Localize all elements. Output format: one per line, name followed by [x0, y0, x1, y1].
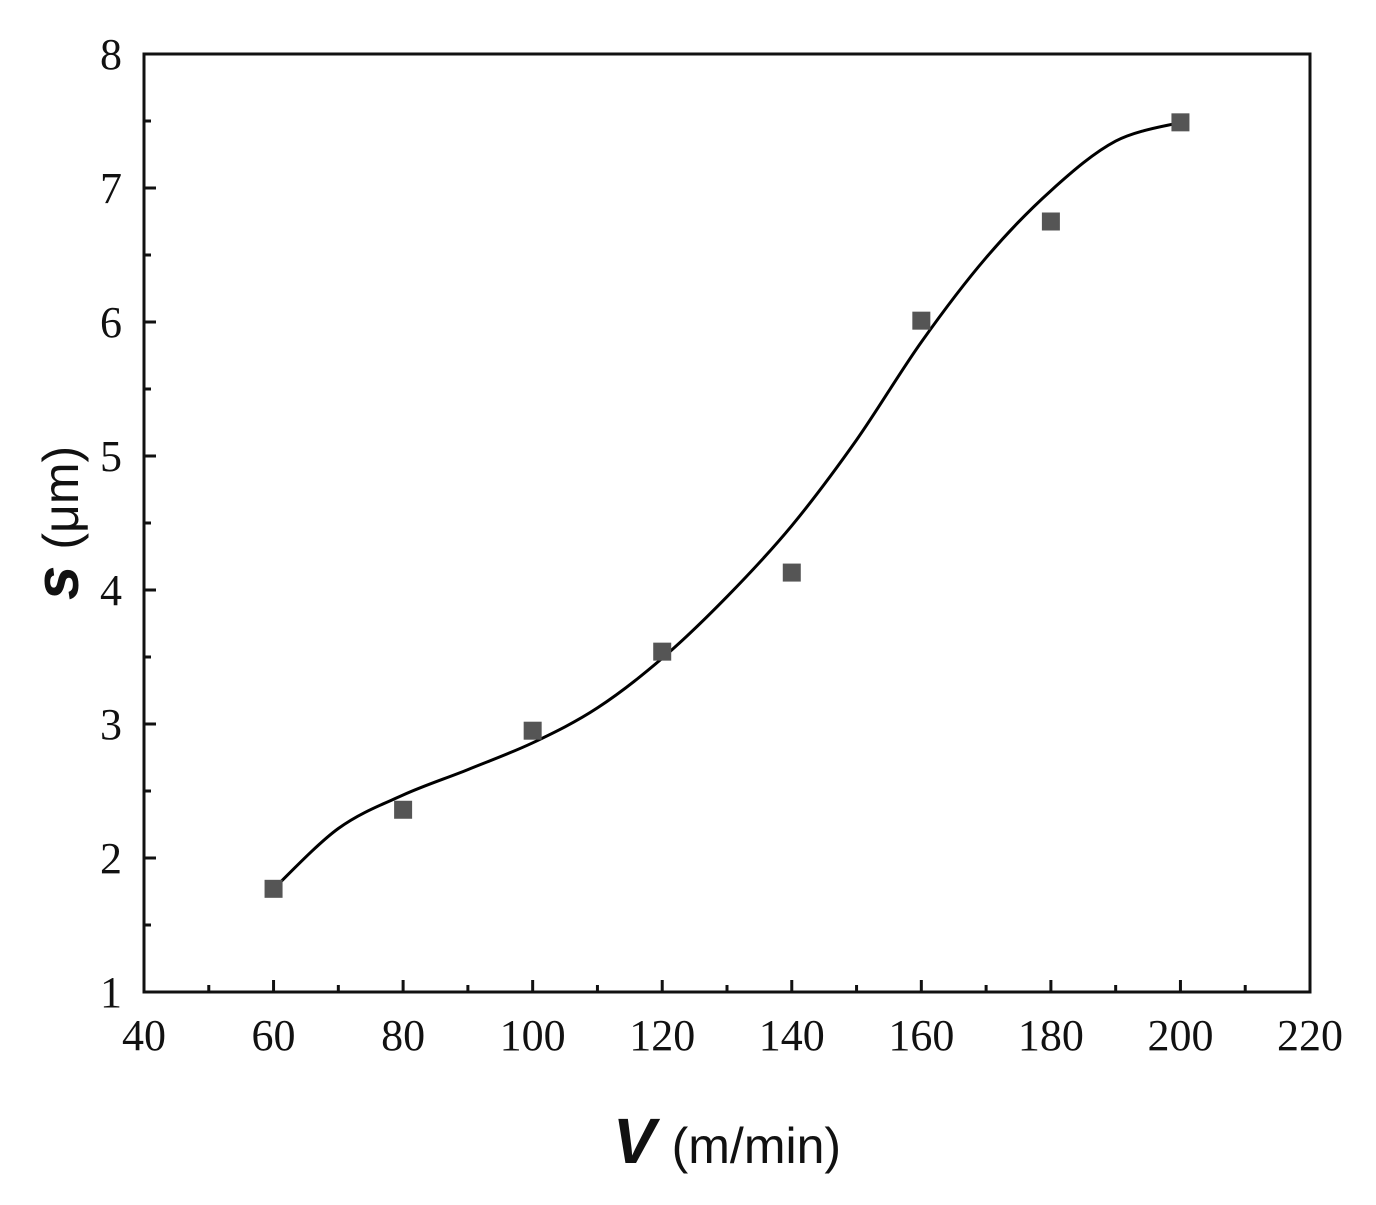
x-tick-label: 160 — [888, 1011, 954, 1060]
data-point — [264, 879, 283, 898]
data-point — [1171, 113, 1190, 132]
axis-ticks — [142, 52, 1312, 994]
y-axis-label: s (μm) — [23, 446, 92, 600]
data-point — [912, 311, 931, 330]
data-points — [264, 113, 1190, 898]
data-point — [653, 642, 672, 661]
y-axis-unit: (μm) — [33, 446, 89, 550]
data-point — [523, 721, 542, 740]
x-axis-unit: (m/min) — [672, 1118, 841, 1174]
y-tick-label: 4 — [100, 566, 122, 615]
x-axis-symbol: V — [613, 1105, 661, 1177]
x-tick-label: 220 — [1277, 1011, 1343, 1060]
y-axis-symbol: s — [23, 566, 92, 600]
data-point — [1041, 212, 1060, 231]
x-tick-label: 180 — [1018, 1011, 1084, 1060]
y-tick-label: 6 — [100, 298, 122, 347]
x-tick-label: 140 — [759, 1011, 825, 1060]
data-point — [394, 800, 413, 819]
x-tick-label: 40 — [122, 1011, 166, 1060]
y-tick-label: 1 — [100, 968, 122, 1017]
y-tick-label: 3 — [100, 700, 122, 749]
y-tick-label: 2 — [100, 834, 122, 883]
x-tick-label: 100 — [500, 1011, 566, 1060]
data-point — [782, 563, 801, 582]
x-tick-label: 60 — [252, 1011, 296, 1060]
x-tick-label: 120 — [629, 1011, 695, 1060]
y-tick-label: 8 — [100, 30, 122, 79]
x-tick-labels: 40 60 80 100 120 140 160 180 200 220 — [122, 1011, 1343, 1060]
x-tick-label: 80 — [381, 1011, 425, 1060]
y-tick-label: 5 — [100, 432, 122, 481]
x-axis-label: V (m/min) — [613, 1105, 841, 1177]
fit-curve — [272, 120, 1181, 890]
x-tick-label: 200 — [1147, 1011, 1213, 1060]
plot-frame — [142, 52, 1312, 994]
y-tick-labels: 1 2 3 4 5 6 7 8 — [100, 30, 122, 1017]
y-tick-label: 7 — [100, 164, 122, 213]
